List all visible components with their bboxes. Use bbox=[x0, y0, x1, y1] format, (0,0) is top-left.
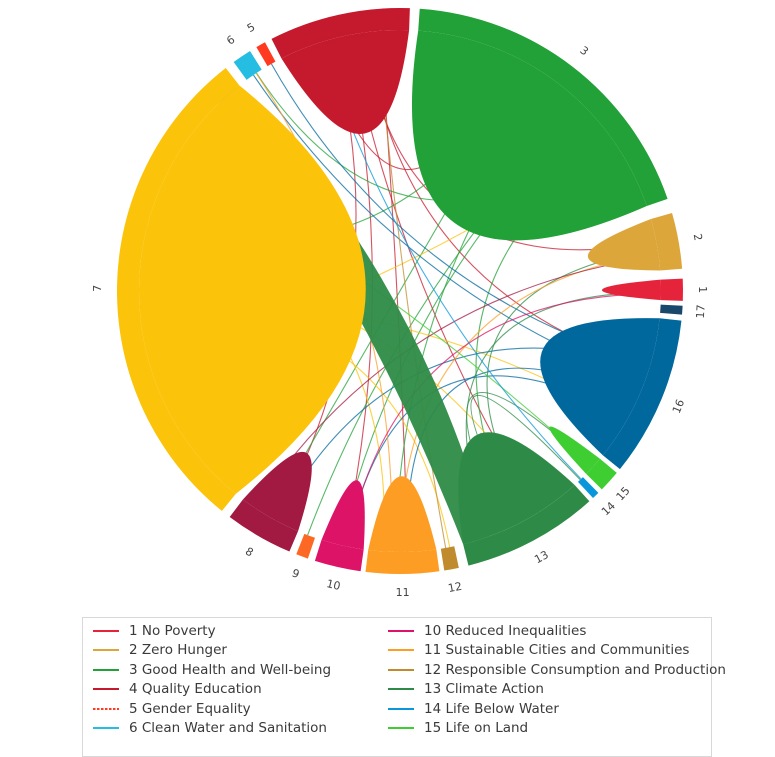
segment-label-3: 3 bbox=[577, 44, 590, 59]
self-chord-1 bbox=[601, 279, 661, 301]
legend-column-2: 10 Reduced Inequalities 11 Sustainable C… bbox=[388, 621, 726, 738]
legend-item-4[interactable]: 4 Quality Education bbox=[93, 680, 331, 700]
legend-label: 11 Sustainable Cities and Communities bbox=[424, 642, 690, 659]
legend-item-14[interactable]: 14 Life Below Water bbox=[388, 699, 726, 719]
legend-swatch bbox=[388, 727, 414, 730]
segment-arc-17 bbox=[660, 304, 683, 315]
segment-label-9: 9 bbox=[290, 567, 301, 582]
segment-arc-2 bbox=[650, 212, 683, 271]
legend-swatch bbox=[93, 707, 119, 710]
legend-swatch bbox=[388, 629, 414, 632]
self-chord-15 bbox=[549, 426, 600, 474]
climate-action-ribbon bbox=[218, 86, 490, 545]
legend-swatch bbox=[93, 688, 119, 691]
segment-label-11: 11 bbox=[396, 586, 410, 599]
legend-column-1: 1 No Poverty 2 Zero Hunger 3 Good Health… bbox=[93, 621, 331, 738]
segment-arc-4 bbox=[271, 8, 410, 59]
legend-swatch bbox=[388, 707, 414, 710]
legend-item-1[interactable]: 1 No Poverty bbox=[93, 621, 331, 641]
self-chord-10 bbox=[321, 480, 365, 550]
legend-label: 12 Responsible Consumption and Productio… bbox=[424, 661, 726, 678]
segment-label-10: 10 bbox=[325, 577, 342, 593]
legend-item-10[interactable]: 10 Reduced Inequalities bbox=[388, 621, 726, 641]
segment-arcs bbox=[117, 8, 683, 574]
legend-swatch bbox=[388, 688, 414, 691]
legend-item-13[interactable]: 13 Climate Action bbox=[388, 680, 726, 700]
chord-link bbox=[254, 255, 659, 509]
legend-item-15[interactable]: 15 Life on Land bbox=[388, 719, 726, 739]
segment-arc-3 bbox=[418, 8, 668, 207]
segment-arc-8 bbox=[229, 499, 299, 552]
legend-swatch bbox=[93, 649, 119, 652]
legend-label: 13 Climate Action bbox=[424, 681, 544, 698]
segment-arc-1 bbox=[660, 278, 683, 301]
segment-label-15: 15 bbox=[614, 484, 633, 503]
legend-swatch bbox=[388, 649, 414, 652]
segment-arc-14 bbox=[578, 477, 599, 498]
legend-swatch bbox=[93, 629, 119, 632]
segment-arc-16 bbox=[602, 318, 682, 470]
legend-label: 5 Gender Equality bbox=[129, 700, 251, 717]
self-chord-13 bbox=[458, 432, 575, 545]
self-chord-7 bbox=[139, 85, 366, 494]
segment-label-8: 8 bbox=[243, 545, 256, 560]
legend-label: 2 Zero Hunger bbox=[129, 642, 227, 659]
self-chord-8 bbox=[242, 451, 312, 532]
segment-arc-11 bbox=[365, 549, 440, 574]
legend-item-3[interactable]: 3 Good Health and Well-being bbox=[93, 660, 331, 680]
legend-item-6[interactable]: 6 Clean Water and Sanitation bbox=[93, 719, 331, 739]
segment-arc-13 bbox=[463, 484, 590, 566]
segment-label-4: 4 bbox=[330, 0, 340, 3]
segment-label-13: 13 bbox=[532, 548, 550, 566]
legend-swatch bbox=[388, 668, 414, 671]
legend-label: 6 Clean Water and Sanitation bbox=[129, 720, 327, 737]
segment-arc-7 bbox=[117, 67, 240, 511]
chord-link bbox=[346, 293, 661, 547]
legend-label: 4 Quality Education bbox=[129, 681, 262, 698]
legend-label: 10 Reduced Inequalities bbox=[424, 622, 587, 639]
segment-arc-12 bbox=[440, 546, 459, 571]
self-chord-2 bbox=[587, 219, 661, 271]
legend-label: 3 Good Health and Well-being bbox=[129, 661, 332, 678]
self-chord-4 bbox=[281, 30, 410, 134]
legend-item-11[interactable]: 11 Sustainable Cities and Communities bbox=[388, 641, 726, 661]
segment-label-12: 12 bbox=[447, 580, 463, 595]
segment-label-16: 16 bbox=[670, 397, 687, 415]
segment-labels: 1234567891011121314151617 bbox=[91, 0, 709, 599]
segment-arc-5 bbox=[256, 42, 276, 67]
legend-item-12[interactable]: 12 Responsible Consumption and Productio… bbox=[388, 660, 726, 680]
legend: 1 No Poverty 2 Zero Hunger 3 Good Health… bbox=[82, 617, 726, 757]
legend-item-2[interactable]: 2 Zero Hunger bbox=[93, 641, 331, 661]
segment-arc-9 bbox=[296, 533, 316, 559]
segment-label-6: 6 bbox=[224, 33, 237, 48]
segment-label-14: 14 bbox=[599, 499, 618, 518]
legend-label: 15 Life on Land bbox=[424, 720, 529, 737]
segment-label-17: 17 bbox=[694, 304, 708, 319]
legend-swatch bbox=[93, 727, 119, 730]
self-chords bbox=[139, 30, 661, 552]
segment-label-2: 2 bbox=[691, 233, 705, 242]
segment-arc-6 bbox=[233, 51, 262, 80]
self-chord-11 bbox=[368, 476, 437, 552]
self-chord-3 bbox=[411, 30, 647, 241]
segment-label-7: 7 bbox=[91, 285, 104, 292]
segment-label-5: 5 bbox=[245, 20, 257, 35]
legend-swatch bbox=[93, 668, 119, 671]
segment-arc-10 bbox=[314, 539, 364, 572]
segment-label-1: 1 bbox=[696, 286, 709, 293]
chord-diagram: 1234567891011121314151617 bbox=[91, 0, 709, 599]
segment-arc-15 bbox=[586, 458, 617, 490]
legend-item-5[interactable]: 5 Gender Equality bbox=[93, 699, 331, 719]
legend-label: 14 Life Below Water bbox=[424, 700, 559, 717]
legend-label: 1 No Poverty bbox=[129, 622, 216, 639]
self-chord-16 bbox=[540, 318, 660, 456]
